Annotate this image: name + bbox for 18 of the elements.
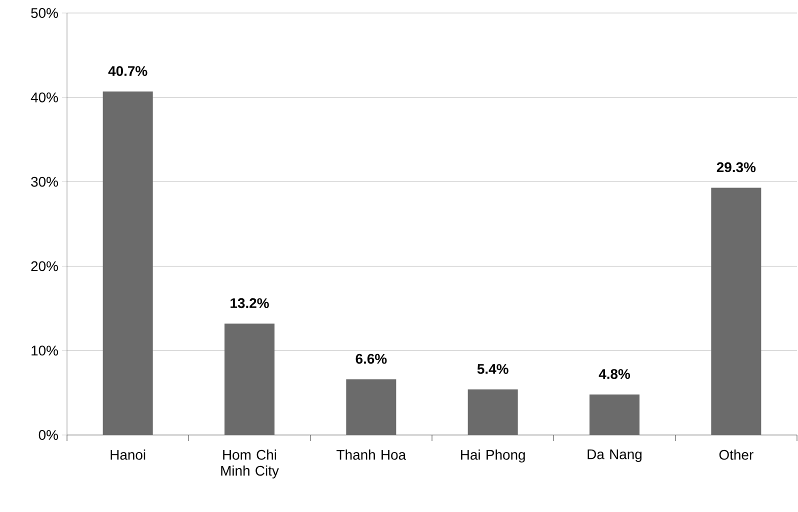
data-label: 6.6%: [356, 354, 387, 364]
y-tick-label: 20%: [31, 261, 58, 272]
x-tick-label: Da Nang: [588, 450, 642, 462]
data-label: 40.7%: [108, 66, 148, 76]
data-label: 5.4%: [477, 364, 508, 374]
x-tick-label: Hom Chi Minh City: [221, 450, 279, 478]
x-tick-label: Hai Phong: [461, 450, 525, 463]
x-tick-label: Thanh Hoa: [336, 450, 406, 460]
data-label: 13.2%: [230, 298, 269, 308]
y-tick-label: 40%: [30, 92, 58, 102]
x-tick-label: Hanoi: [110, 450, 146, 460]
data-label: 29.3%: [716, 162, 756, 172]
y-tick-label: 0%: [38, 430, 58, 440]
y-tick-label: 50%: [31, 8, 58, 18]
data-label: 4.8%: [598, 369, 630, 379]
x-tick-label: Other: [719, 450, 754, 460]
y-tick-label: 10%: [32, 346, 58, 356]
y-tick-label: 30%: [31, 176, 58, 187]
